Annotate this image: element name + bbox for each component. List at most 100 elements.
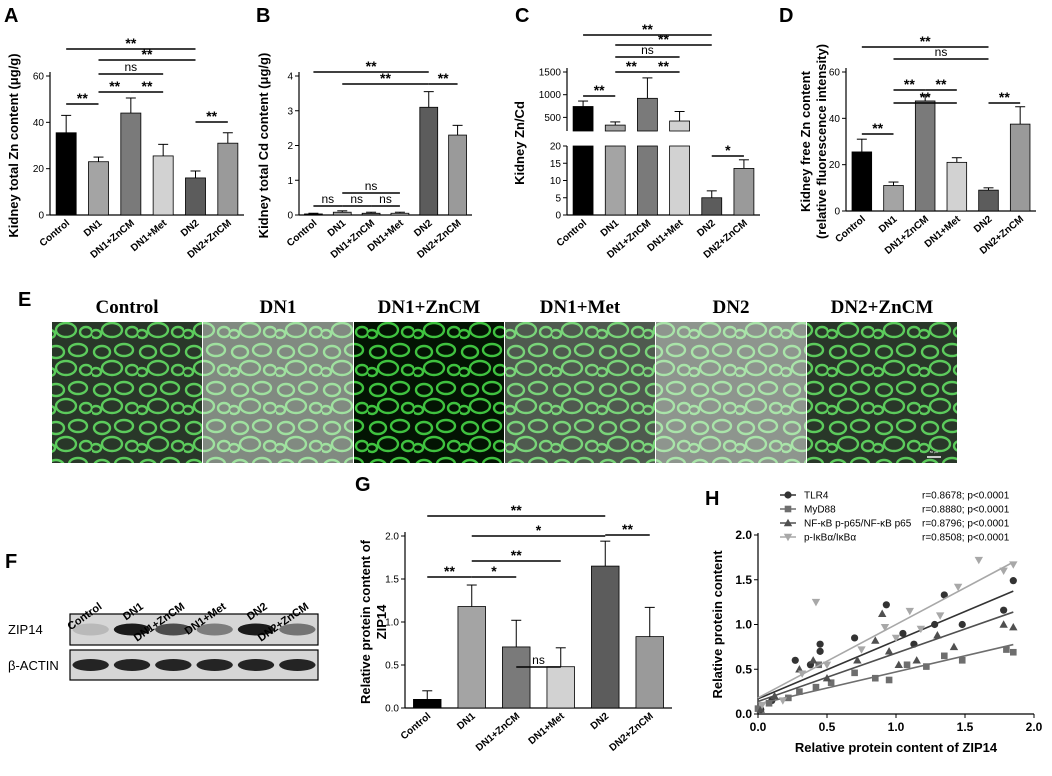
band-actin [72, 659, 109, 671]
significance-label: ns [365, 179, 378, 193]
micrograph-dn1-met [505, 322, 655, 463]
fit-line [757, 590, 1014, 700]
y-tick-label: 40 [33, 118, 45, 129]
data-point [974, 556, 983, 565]
micrograph-dn1-zncm [354, 322, 504, 463]
bar-dn1 [604, 124, 626, 132]
panel-label-h: H [705, 488, 719, 510]
bar-dn2 [419, 106, 439, 216]
significance-label: ** [920, 89, 931, 105]
significance-label: ** [920, 33, 931, 49]
significance-label: ** [366, 58, 377, 74]
data-point [796, 688, 803, 695]
category-label: DN2 [412, 218, 435, 240]
data-point [880, 623, 890, 632]
data-point [891, 634, 901, 643]
data-point [770, 691, 779, 700]
data-point [899, 629, 907, 638]
data-point [1010, 648, 1017, 656]
significance-label: ** [77, 90, 88, 106]
bar-dn1-zncm [361, 212, 381, 216]
x-tick-label: 2.0 [1026, 720, 1043, 734]
data-point [765, 699, 773, 707]
significance-label: ** [380, 70, 391, 86]
category-label: DN1 [82, 218, 105, 240]
bar-dn1-zncm-lower [637, 145, 658, 216]
data-point [1000, 606, 1008, 614]
significance-label: ** [622, 521, 633, 537]
category-label: DN1 [455, 711, 478, 733]
data-point [857, 646, 866, 654]
y-tick-label: 15 [550, 159, 562, 170]
y-tick-label: 0.0 [735, 707, 752, 721]
bar-control [55, 132, 77, 216]
legend-stat: r=0.8508; p<0.0001 [922, 533, 1010, 544]
data-point [822, 674, 832, 682]
data-point [999, 620, 1008, 628]
data-point [822, 661, 832, 669]
data-point [754, 705, 762, 712]
y-tick-label: 1500 [539, 68, 562, 79]
data-point [853, 656, 862, 664]
legend-label: TLR4 [804, 491, 829, 502]
band-zip14 [279, 623, 316, 636]
bar-dn1 [88, 161, 109, 216]
data-point [1009, 622, 1018, 631]
bar-dn1-zncm [914, 100, 936, 212]
legend-label: NF-κB p-p65/NF-κB p65 [804, 519, 912, 530]
data-point [949, 642, 959, 651]
significance-label: ** [642, 21, 653, 37]
category-label: Control [38, 218, 72, 249]
bar-dn1 [883, 185, 904, 212]
data-point [940, 591, 948, 599]
category-label: DN1 [326, 218, 349, 240]
data-point [785, 694, 792, 702]
data-point [851, 669, 858, 677]
significance-label: ** [658, 31, 669, 47]
y-tick-label: 1 [287, 176, 293, 187]
y-tick-label: 10 [550, 176, 562, 187]
data-point [1003, 646, 1010, 653]
micrograph-dn2-zncm [807, 322, 957, 463]
y-axis-title: Relative protein content of [358, 539, 373, 704]
bar-dn2 [978, 189, 999, 212]
data-point [812, 683, 820, 691]
data-point [851, 634, 859, 642]
blot-strip-actin [69, 649, 319, 681]
panel-label-f: F [5, 551, 17, 573]
y-tick-label: 2.0 [735, 528, 752, 542]
significance-label: * [491, 563, 497, 579]
bar-control-lower [572, 145, 594, 216]
significance-label: ** [511, 502, 522, 518]
x-tick-label: 0.5 [819, 720, 836, 734]
legend-stat: r=0.8880; p<0.0001 [922, 505, 1010, 516]
y-axis-title: Relative protein content [710, 550, 725, 699]
y-tick-label: 0 [555, 211, 561, 222]
y-tick-label: 0.5 [735, 662, 752, 676]
band-actin [279, 659, 316, 671]
data-point [872, 674, 879, 682]
data-point [953, 583, 963, 592]
bar-dn1-met [669, 120, 690, 132]
band-zip14 [155, 623, 192, 636]
category-label: DN1+ZnCM [474, 711, 522, 754]
data-point [811, 598, 821, 607]
y-tick-label: 3 [287, 106, 293, 117]
y-tick-label: 1.0 [735, 618, 752, 632]
y-tick-label: 40 [829, 114, 841, 125]
category-label: DN1 [599, 218, 622, 240]
row-label-actin: β-ACTIN [8, 658, 59, 673]
significance-label: ** [438, 70, 449, 86]
panel-label-b: B [256, 5, 270, 27]
category-label: Control [833, 214, 867, 245]
band-actin [113, 659, 151, 671]
category-label: Control [399, 711, 433, 742]
y-tick-label: 20 [33, 164, 45, 175]
significance-label: * [536, 522, 542, 538]
significance-label: ** [872, 120, 883, 136]
band-zip14 [196, 623, 233, 636]
y-tick-label: 4 [287, 72, 293, 83]
